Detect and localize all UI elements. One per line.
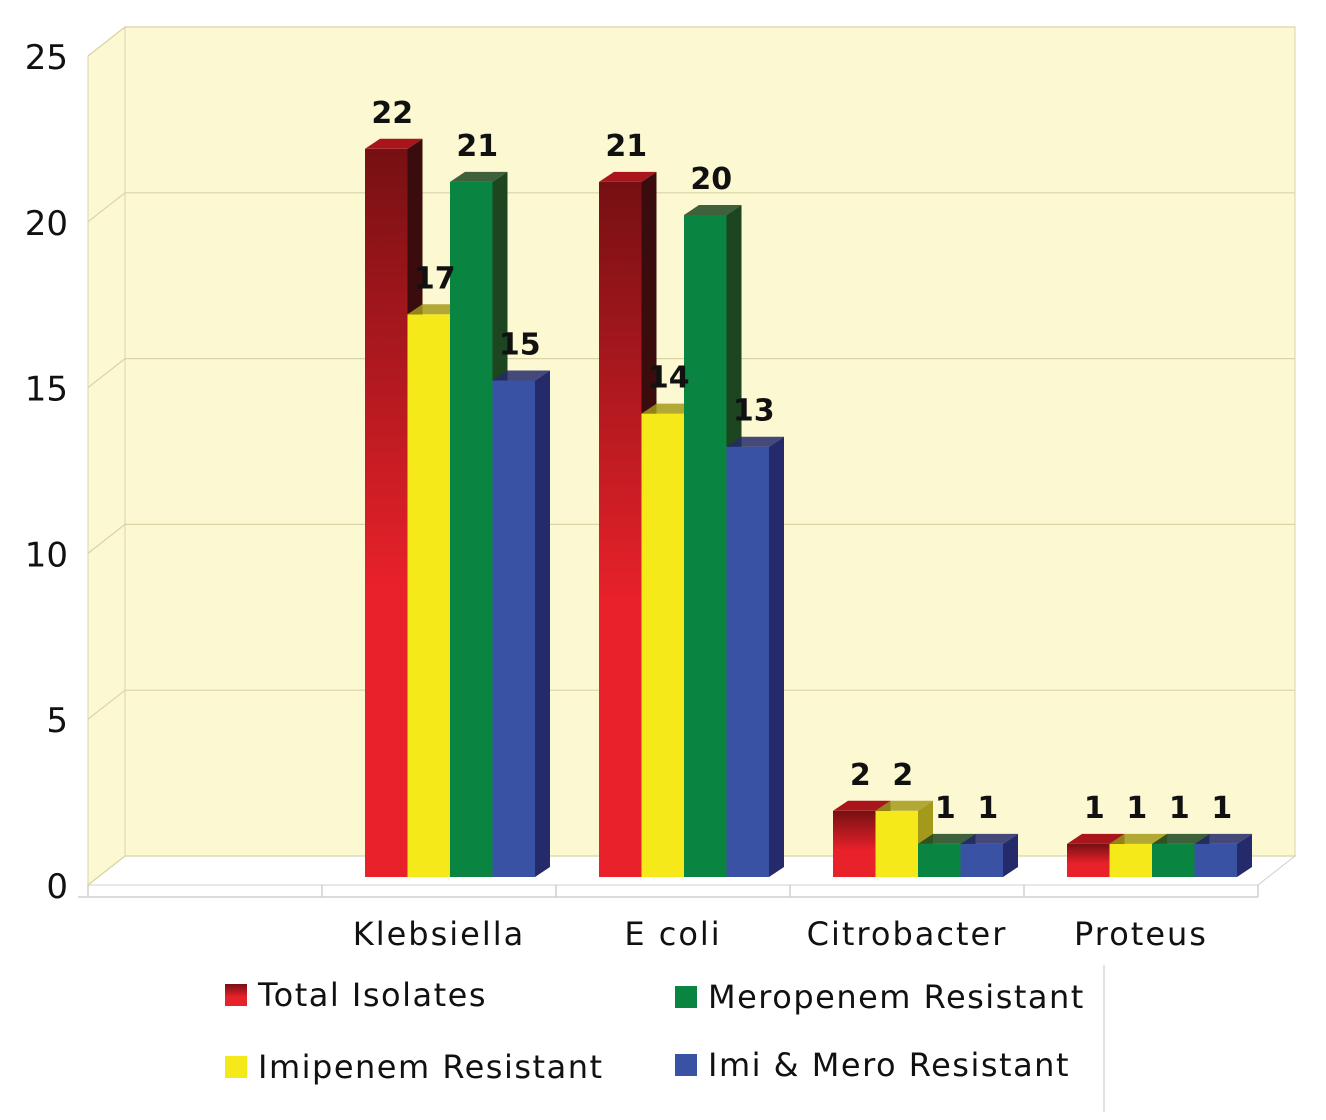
y-tick-label: 25: [25, 38, 68, 78]
legend-swatch: [675, 1054, 697, 1076]
bar-side: [769, 436, 784, 877]
gridline-side: [87, 358, 126, 389]
bar-top: [875, 800, 933, 811]
bar-top: [833, 800, 891, 811]
data-label: 13: [733, 394, 775, 429]
y-axis-ticks: 0 5 10 15 20 25: [25, 38, 68, 907]
bar: [641, 413, 684, 877]
legend: Total Isolates Meropenem Resistant Imipene…: [225, 965, 1105, 1112]
bar-top: [684, 205, 742, 215]
data-label: 22: [371, 96, 413, 131]
y-tick-label: 0: [46, 867, 68, 907]
bar: [918, 843, 961, 877]
bar: [1109, 843, 1152, 877]
bar: [1067, 843, 1110, 877]
gridline-side: [87, 523, 126, 554]
bar: [684, 215, 727, 877]
gridline-side: [87, 192, 126, 223]
data-label: 1: [935, 791, 956, 826]
x-tick-label: Proteus: [1074, 915, 1208, 953]
y-tick-label: 10: [25, 535, 68, 575]
bar-top: [599, 171, 657, 182]
data-label: 1: [977, 791, 998, 826]
legend-label: Imipenem Resistant: [258, 1048, 604, 1086]
data-label: 14: [648, 361, 690, 396]
bar-top: [365, 138, 423, 149]
data-label: 15: [499, 328, 541, 363]
bar-top: [1067, 833, 1125, 844]
bars: [365, 138, 1252, 878]
x-tick-label: E coli: [624, 915, 721, 953]
legend-label: Meropenem Resistant: [708, 978, 1085, 1016]
bar: [1152, 843, 1195, 877]
bar: [875, 810, 918, 877]
legend-swatch: [675, 986, 697, 1008]
data-label: 1: [1169, 791, 1190, 826]
bar: [407, 314, 450, 877]
bar: [492, 380, 535, 877]
gridline-side: [87, 855, 126, 886]
legend-label: Total Isolates: [257, 976, 487, 1014]
data-label: 2: [892, 758, 913, 793]
x-tick-label: Klebsiella: [353, 915, 526, 953]
bar-top: [960, 833, 1018, 844]
bar-top: [726, 436, 784, 447]
bar: [365, 148, 408, 878]
data-label: 1: [1211, 791, 1232, 826]
bar: [833, 810, 876, 877]
data-label: 1: [1126, 791, 1147, 826]
bar-side: [1237, 833, 1252, 877]
data-label: 20: [690, 162, 732, 197]
left-wall: [87, 25, 126, 887]
bar-side: [1003, 833, 1018, 877]
y-tick-label: 5: [46, 701, 68, 741]
legend-swatch: [225, 1056, 247, 1078]
bar-side: [535, 370, 550, 877]
bar: [450, 181, 493, 877]
data-label: 2: [850, 758, 871, 793]
gridline-side: [87, 26, 126, 57]
bar-top: [450, 171, 508, 182]
x-axis: Klebsiella E coli Citrobacter Proteus: [78, 885, 1259, 953]
y-tick-label: 15: [25, 370, 68, 410]
data-label: 17: [414, 261, 456, 296]
bar: [726, 446, 769, 877]
data-label: 1: [1084, 791, 1105, 826]
bar-top: [1152, 833, 1210, 844]
bar: [599, 181, 642, 877]
legend-label: Imi & Mero Resistant: [708, 1046, 1070, 1084]
bar-top: [1109, 833, 1167, 844]
legend-swatch: [225, 984, 247, 1006]
y-tick-label: 20: [25, 204, 68, 244]
x-tick-label: Citrobacter: [807, 915, 1008, 953]
bar-top: [492, 370, 550, 381]
bar: [960, 843, 1003, 877]
data-label: 21: [605, 129, 647, 164]
gridline-side: [87, 689, 126, 720]
bar-top: [918, 833, 976, 844]
bar-top: [1194, 833, 1252, 844]
data-label: 21: [456, 129, 498, 164]
bar: [1194, 843, 1237, 877]
